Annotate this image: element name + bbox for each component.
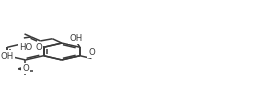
Text: O: O [88, 48, 95, 57]
Text: O: O [22, 64, 29, 73]
Text: HO: HO [19, 43, 32, 52]
Text: OH: OH [1, 52, 14, 61]
Text: OH: OH [69, 34, 83, 43]
Text: O: O [36, 43, 42, 52]
